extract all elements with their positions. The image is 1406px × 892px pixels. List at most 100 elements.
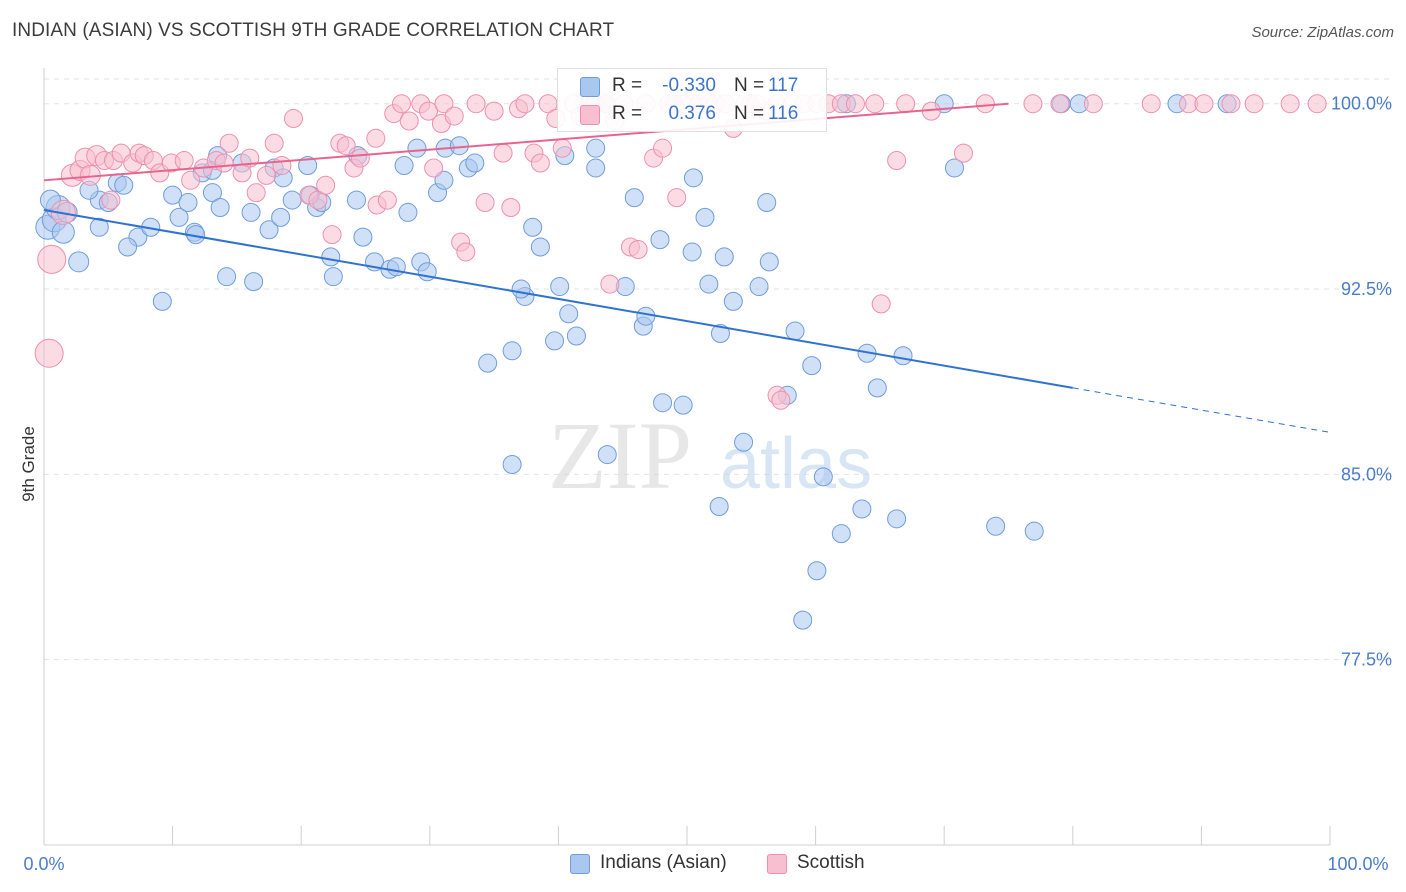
trend-line-scottish bbox=[43, 102, 1009, 182]
data-point bbox=[214, 153, 234, 173]
data-point bbox=[1244, 94, 1264, 114]
series-scottish bbox=[34, 94, 1327, 410]
data-point bbox=[710, 324, 730, 344]
data-point bbox=[392, 94, 412, 114]
data-point bbox=[771, 390, 791, 410]
data-point bbox=[114, 175, 134, 195]
data-point bbox=[636, 306, 656, 326]
data-point bbox=[628, 239, 648, 259]
x-tick-labels: 0.0% 100.0% bbox=[23, 854, 1388, 874]
data-point bbox=[394, 155, 414, 175]
source-label: Source: ZipAtlas.com bbox=[1251, 24, 1394, 41]
data-point bbox=[986, 516, 1006, 536]
data-point bbox=[283, 109, 303, 129]
data-point bbox=[944, 158, 964, 178]
chart-title: INDIAN (ASIAN) VS SCOTTISH 9TH GRADE COR… bbox=[12, 20, 615, 41]
data-point bbox=[398, 202, 418, 222]
data-point bbox=[723, 291, 743, 311]
data-point bbox=[152, 291, 172, 311]
data-point bbox=[807, 561, 827, 581]
data-point bbox=[749, 277, 769, 297]
data-point bbox=[407, 138, 427, 158]
data-point bbox=[210, 197, 230, 217]
data-point bbox=[1023, 94, 1043, 114]
data-point bbox=[377, 190, 397, 210]
r-label: R = bbox=[612, 75, 643, 96]
x-tick-label: 0.0% bbox=[23, 854, 64, 874]
data-point bbox=[386, 257, 406, 277]
y-tick-label: 100.0% bbox=[1331, 94, 1392, 114]
data-point bbox=[515, 94, 535, 114]
data-point bbox=[673, 395, 693, 415]
data-point bbox=[346, 190, 366, 210]
data-point bbox=[271, 207, 291, 227]
data-point bbox=[852, 499, 872, 519]
data-point bbox=[465, 153, 485, 173]
data-point bbox=[366, 128, 386, 148]
data-point bbox=[336, 136, 356, 156]
data-point bbox=[831, 524, 851, 544]
data-point bbox=[667, 188, 687, 208]
data-point bbox=[502, 341, 522, 361]
legend-label: Indians (Asian) bbox=[600, 852, 727, 873]
data-point bbox=[530, 153, 550, 173]
data-point bbox=[871, 294, 891, 314]
data-point bbox=[174, 151, 194, 171]
data-point bbox=[953, 143, 973, 163]
data-point bbox=[566, 326, 586, 346]
data-point bbox=[256, 165, 276, 185]
data-point bbox=[217, 267, 237, 287]
n-value: 116 bbox=[768, 103, 799, 124]
data-point bbox=[163, 185, 183, 205]
data-point bbox=[449, 136, 469, 156]
data-point bbox=[350, 148, 370, 168]
data-point bbox=[419, 101, 439, 121]
r-value: 0.376 bbox=[668, 103, 716, 124]
data-point bbox=[511, 279, 531, 299]
data-point bbox=[887, 509, 907, 529]
data-point bbox=[709, 496, 729, 516]
data-point bbox=[793, 610, 813, 630]
watermark: ZIP atlas bbox=[548, 402, 872, 509]
data-point bbox=[246, 183, 266, 203]
trend-lines bbox=[43, 102, 1331, 433]
data-point bbox=[181, 170, 201, 190]
data-point bbox=[241, 202, 261, 222]
data-point bbox=[785, 321, 805, 341]
data-point bbox=[699, 274, 719, 294]
data-point bbox=[202, 183, 222, 203]
data-point bbox=[653, 138, 673, 158]
data-point bbox=[975, 94, 995, 114]
data-point bbox=[650, 230, 670, 250]
legend-row-scottish: R = 0.376 N = 116 bbox=[558, 100, 826, 128]
legend-label: Scottish bbox=[797, 852, 865, 873]
data-point bbox=[1050, 94, 1070, 114]
data-point bbox=[424, 158, 444, 178]
data-point bbox=[169, 207, 189, 227]
r-value: -0.330 bbox=[662, 75, 716, 96]
data-point bbox=[550, 277, 570, 297]
data-point bbox=[501, 197, 521, 217]
series-legend: Indians (Asian) Scottish bbox=[0, 851, 1406, 877]
data-point bbox=[559, 304, 579, 324]
data-point bbox=[1280, 94, 1300, 114]
data-point bbox=[586, 158, 606, 178]
data-point bbox=[597, 445, 617, 465]
correlation-legend: R = -0.330 N = 117 R = 0.376 N = 116 bbox=[557, 68, 827, 132]
legend-swatch-blue bbox=[570, 854, 590, 874]
data-point bbox=[714, 247, 734, 267]
data-point bbox=[219, 133, 239, 153]
data-point bbox=[456, 242, 476, 262]
data-point bbox=[282, 190, 302, 210]
data-point bbox=[434, 170, 454, 190]
data-point bbox=[118, 237, 138, 257]
data-point bbox=[893, 346, 913, 366]
data-point bbox=[867, 378, 887, 398]
data-point bbox=[259, 220, 279, 240]
r-label: R = bbox=[612, 103, 643, 124]
data-point bbox=[240, 148, 260, 168]
data-point bbox=[1024, 521, 1044, 541]
data-point bbox=[264, 133, 284, 153]
data-point bbox=[865, 94, 885, 114]
